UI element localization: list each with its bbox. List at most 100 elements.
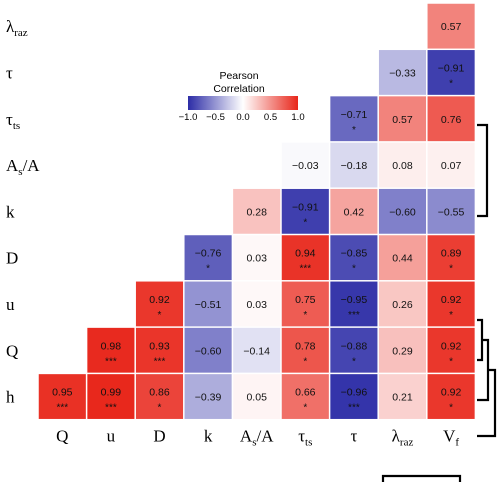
heatmap-cell: 0.92 *: [135, 281, 184, 327]
cell-value-label: 0.03: [246, 253, 267, 265]
cell-value-label: 0.78: [295, 340, 316, 352]
row-label-h: h: [6, 388, 15, 407]
cell-value-label: 0.94: [295, 248, 316, 260]
cell-rect: [427, 96, 475, 142]
column-label-u: u: [107, 427, 116, 446]
column-label-tau-ts: τts: [298, 427, 312, 449]
heatmap-cell: −0.95 ***: [330, 281, 378, 327]
heatmap-cell: 0.66 *: [281, 374, 329, 419]
cell-significance-label: *: [352, 125, 356, 136]
heatmap-cell: 0.92 *: [427, 281, 475, 327]
legend-title-line-1: Pearson: [219, 70, 258, 82]
cell-rect: [378, 50, 427, 95]
cell-rect: [38, 374, 86, 419]
cell-rect: [330, 96, 378, 142]
cell-value-label: 0.05: [246, 392, 267, 404]
cell-value-label: 0.92: [441, 294, 462, 306]
cell-rect: [427, 3, 475, 49]
cell-significance-label: *: [449, 356, 453, 367]
cell-value-label: 0.76: [441, 114, 462, 126]
legend-tick-label: −0.5: [206, 112, 225, 123]
cell-rect: [87, 374, 135, 419]
cell-rect: [184, 327, 232, 373]
cell-value-label: −0.85: [341, 248, 368, 260]
cell-rect: [233, 188, 281, 234]
heatmap-cell: 0.08: [378, 142, 427, 188]
heatmap-cell: −0.96 ***: [330, 374, 378, 419]
heatmap-cell: −0.60: [184, 327, 232, 373]
cell-significance-label: ***: [348, 310, 360, 321]
cell-rect: [378, 235, 427, 281]
cell-rect: [427, 327, 475, 373]
dendrogram-brackets: [381, 123, 497, 482]
cell-significance-label: *: [303, 403, 307, 414]
column-label-as-a: As/A: [240, 427, 274, 449]
heatmap-cell: 0.57: [427, 3, 475, 49]
cell-value-label: 0.28: [246, 206, 267, 218]
cell-value-label: 0.75: [295, 294, 316, 306]
cell-rect: [281, 235, 329, 281]
column-label-k: k: [204, 427, 213, 446]
cell-rect: [330, 188, 378, 234]
heatmap-cell: 0.99 ***: [87, 374, 135, 419]
row-label-as-a: As/A: [6, 156, 40, 178]
cell-value-label: −0.71: [341, 109, 368, 121]
cell-value-label: 0.08: [392, 160, 413, 172]
cell-rect: [427, 374, 475, 419]
cell-significance-label: *: [449, 264, 453, 275]
cell-rect: [378, 374, 427, 419]
heatmap-cell: −0.39: [184, 374, 232, 419]
cell-significance-label: ***: [299, 264, 311, 275]
cell-rect: [184, 281, 232, 327]
heatmap-cell: −0.18: [330, 142, 378, 188]
cell-significance-label: *: [303, 356, 307, 367]
heatmap-cell: 0.86 *: [135, 374, 184, 419]
cell-significance-label: *: [206, 264, 210, 275]
cell-value-label: 0.42: [344, 206, 365, 218]
cell-value-label: −0.91: [292, 201, 319, 213]
heatmap-cell: 0.05: [233, 374, 281, 419]
legend-tick-label: 0.5: [264, 112, 277, 123]
cell-rect: [281, 142, 329, 188]
column-label-tau: τ: [350, 427, 357, 446]
cell-significance-label: *: [449, 78, 453, 89]
cell-significance-label: *: [303, 217, 307, 228]
heatmap-cell: 0.93 ***: [135, 327, 184, 373]
cell-rect: [135, 281, 184, 327]
cell-value-label: −0.03: [292, 160, 319, 172]
row-label-tau: τ: [6, 63, 13, 82]
dendrogram-bracket-upper: [477, 123, 489, 218]
cell-significance-label: *: [158, 310, 162, 321]
cell-rect: [233, 281, 281, 327]
cell-significance-label: *: [158, 403, 162, 414]
cell-value-label: −0.51: [195, 299, 222, 311]
heatmap-cell: 0.98 ***: [87, 327, 135, 373]
legend-tick-label: 1.0: [291, 112, 304, 123]
heatmap-cell: 0.42: [330, 188, 378, 234]
cell-value-label: 0.93: [149, 340, 170, 352]
cell-rect: [330, 235, 378, 281]
cell-significance-label: ***: [56, 403, 68, 414]
cell-rect: [233, 327, 281, 373]
cell-rect: [378, 142, 427, 188]
heatmap-cell: −0.88 *: [330, 327, 378, 373]
cell-value-label: −0.60: [389, 206, 416, 218]
row-label-lambda-raz: λraz: [6, 17, 28, 39]
heatmap-cell: −0.14: [233, 327, 281, 373]
cell-value-label: −0.95: [341, 294, 368, 306]
cell-rect: [87, 327, 135, 373]
heatmap-cell: 0.75 *: [281, 281, 329, 327]
cell-value-label: 0.98: [101, 340, 122, 352]
cell-rect: [281, 327, 329, 373]
cell-value-label: 0.03: [246, 299, 267, 311]
heatmap-cell: −0.03: [281, 142, 329, 188]
cell-rect: [184, 374, 232, 419]
column-label-q: Q: [56, 427, 68, 446]
cell-value-label: 0.99: [101, 387, 122, 399]
cell-value-label: 0.66: [295, 387, 316, 399]
cell-rect: [330, 374, 378, 419]
heatmap-cell: 0.57: [378, 96, 427, 142]
heatmap-cell: 0.92 *: [427, 327, 475, 373]
cell-rect: [281, 188, 329, 234]
